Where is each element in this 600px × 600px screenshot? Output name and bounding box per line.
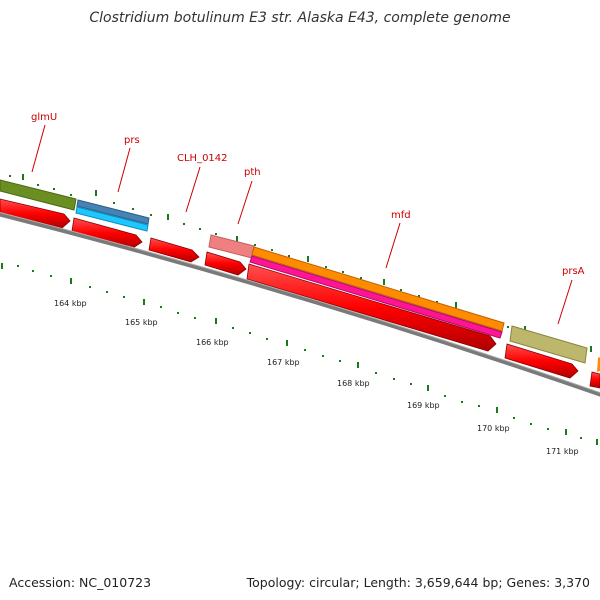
kbp-label-166: 166 kbp <box>196 338 229 347</box>
kbp-label-171: 171 kbp <box>546 447 579 456</box>
feature-track <box>0 179 600 372</box>
gene-label-pth: pth <box>244 167 261 178</box>
cds-arrow-6 <box>504 343 579 379</box>
cds-arrows <box>0 198 600 389</box>
gene-label-prs: prs <box>124 135 140 146</box>
leader-lines <box>31 124 573 325</box>
cds-arrow-3 <box>148 237 200 263</box>
gene-label-mfd: mfd <box>391 210 411 221</box>
feature-orange-edge <box>597 357 600 372</box>
inner-tick-row <box>1 263 598 445</box>
cds-arrow-1 <box>0 198 71 229</box>
gene-label-prsA: prsA <box>562 266 585 277</box>
cds-arrow-5 <box>246 263 497 352</box>
accession-text: Accession: NC_010723 <box>9 575 152 590</box>
kbp-label-167: 167 kbp <box>267 358 300 367</box>
cds-arrow-2 <box>71 217 143 249</box>
genome-backbone <box>0 212 600 397</box>
feature-prs-cyan <box>75 206 149 232</box>
feature-prsA <box>509 325 588 364</box>
map-title: Clostridium botulinum E3 str. Alaska E43… <box>89 10 511 26</box>
feature-mfd-pink <box>249 255 503 339</box>
feature-prs-blue <box>76 199 150 225</box>
kbp-label-169: 169 kbp <box>407 401 440 410</box>
topology-text: Topology: circular; Length: 3,659,644 bp… <box>246 575 590 590</box>
kbp-label-170: 170 kbp <box>477 424 510 433</box>
gene-label-CLH_0142: CLH_0142 <box>177 153 228 164</box>
cds-arrow-4 <box>204 251 247 276</box>
cds-arrow-7 <box>589 371 600 389</box>
feature-mfd-orange <box>251 246 505 332</box>
genome-backbone-highlight <box>0 212 600 394</box>
kbp-label-165: 165 kbp <box>125 318 158 327</box>
feature-glmU <box>0 179 77 211</box>
gene-label-glmU: glmU <box>31 112 57 123</box>
kbp-label-164: 164 kbp <box>54 299 87 308</box>
kbp-label-168: 168 kbp <box>337 379 370 388</box>
